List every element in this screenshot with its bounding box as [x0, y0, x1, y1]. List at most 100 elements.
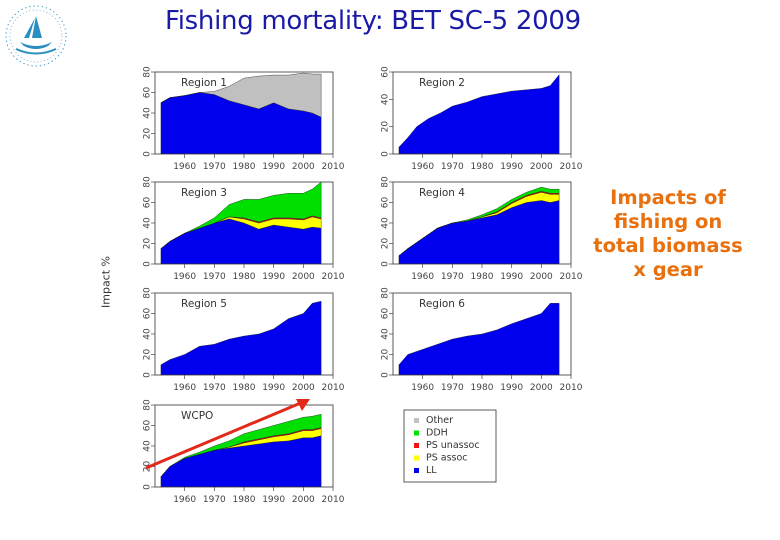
y-tick-label: 80: [143, 66, 153, 78]
area-series-ll: [160, 300, 322, 375]
legend-swatch: [414, 430, 419, 436]
x-tick-label: 1980: [471, 383, 494, 393]
x-tick-label: 2000: [292, 495, 315, 505]
x-tick-label: 1980: [233, 162, 256, 172]
y-tick-label: 20: [143, 349, 153, 361]
panel-title: Region 4: [419, 187, 465, 199]
x-tick-label: 1960: [411, 383, 434, 393]
y-tick-label: 40: [143, 328, 153, 340]
annotation-text: Impacts of fishing on total biomass x ge…: [583, 186, 753, 282]
y-tick-label: 20: [381, 349, 391, 361]
arrow-shaft: [145, 400, 304, 470]
y-tick-label: 0: [143, 484, 153, 490]
x-tick-label: 1990: [262, 162, 285, 172]
legend-entry: Other: [426, 415, 453, 426]
chart-panel: WCPO196019701980199020002010020406080: [143, 399, 345, 505]
y-tick-label: 60: [143, 87, 153, 99]
area-series-ddh: [160, 413, 322, 477]
y-tick-label: 60: [381, 66, 391, 78]
annotation-line: total biomass: [593, 234, 743, 257]
y-tick-label: 80: [381, 287, 391, 299]
x-tick-label: 1990: [500, 162, 523, 172]
spc-logo-icon: [2, 2, 70, 70]
y-tick-label: 0: [143, 261, 153, 267]
legend-entry: DDH: [426, 428, 448, 439]
panel-title: Region 5: [181, 298, 227, 310]
y-tick-label: 40: [143, 440, 153, 452]
legend-swatch: [414, 443, 419, 448]
chart-panel: Region 2 1960 1970 1980 1990 2000 2010 0 20 40 60: [381, 66, 583, 172]
x-tick-label: 2010: [322, 272, 345, 282]
panel-title: Region 6: [419, 298, 465, 310]
x-tick-label: 1990: [262, 383, 285, 393]
y-tick-label: 40: [381, 328, 391, 340]
x-tick-label: 1960: [173, 495, 196, 505]
y-tick-label: 40: [381, 217, 391, 229]
panel-title: Region 1: [181, 77, 227, 89]
x-tick-label: 1990: [500, 383, 523, 393]
x-tick-label: 1960: [411, 272, 434, 282]
x-tick-label: 2000: [292, 383, 315, 393]
y-tick-label: 60: [381, 197, 391, 209]
x-tick-label: 1970: [203, 162, 226, 172]
y-tick-label: 20: [143, 128, 153, 140]
y-tick-label: 20: [381, 238, 391, 250]
chart-panel: Region 3 1960 1970 1980 1990 2000 2010 0 20 40 60 8…: [143, 176, 345, 282]
x-tick-label: 1970: [441, 383, 464, 393]
x-tick-label: 1960: [173, 383, 196, 393]
x-tick-label: 1970: [441, 162, 464, 172]
legend-box: [403, 409, 497, 483]
x-tick-label: 2010: [560, 272, 583, 282]
legend-entry: PS assoc: [426, 453, 468, 464]
chart-panel: Region 5 1960 1970 1980 1990 2000 2010 0 20 40 60 8…: [143, 287, 345, 393]
y-tick-label: 40: [381, 93, 391, 105]
area-series-ddh: [398, 186, 560, 256]
x-tick-label: 2000: [530, 272, 553, 282]
annotation-line: Impacts of: [610, 186, 726, 209]
y-tick-label: 60: [143, 197, 153, 209]
x-tick-label: 1970: [441, 272, 464, 282]
arrow-head: [296, 399, 310, 411]
y-tick-label: 80: [143, 176, 153, 188]
x-tick-label: 1990: [262, 495, 285, 505]
y-tick-label: 0: [143, 151, 153, 157]
x-tick-label: 2010: [322, 495, 345, 505]
y-tick-label: 60: [143, 308, 153, 320]
x-tick-label: 1990: [262, 272, 285, 282]
area-series-other: [160, 72, 322, 118]
x-tick-label: 2000: [292, 162, 315, 172]
x-tick-label: 2000: [292, 272, 315, 282]
annotation-line: x gear: [633, 258, 703, 281]
x-tick-label: 2000: [530, 162, 553, 172]
x-tick-label: 1980: [233, 272, 256, 282]
legend-entry: PS unassoc: [426, 440, 480, 451]
legend-swatch: [414, 468, 419, 473]
area-series-ll: [398, 303, 560, 375]
panel-title: Region 3: [181, 187, 227, 199]
x-tick-label: 1990: [500, 272, 523, 282]
panel-title: Region 2: [419, 77, 465, 89]
y-tick-label: 60: [381, 308, 391, 320]
y-tick-label: 80: [381, 176, 391, 188]
x-tick-label: 1960: [173, 272, 196, 282]
x-tick-label: 2010: [322, 383, 345, 393]
chart-panel: Region 1 1960 1970 1980 1990 2000 2010 0 20 40 60 8…: [143, 66, 345, 172]
x-tick-label: 1970: [203, 495, 226, 505]
y-tick-label: 20: [143, 238, 153, 250]
x-tick-label: 1980: [233, 495, 256, 505]
y-tick-label: 0: [381, 151, 391, 157]
y-tick-label: 60: [143, 420, 153, 432]
x-tick-label: 1960: [173, 162, 196, 172]
y-tick-label: 0: [381, 261, 391, 267]
chart-panel: Region 6 1960 1970 1980 1990 2000 2010 0 20 40 60 8…: [381, 287, 583, 393]
x-tick-label: 2010: [560, 383, 583, 393]
x-tick-label: 1970: [203, 383, 226, 393]
y-tick-label: 0: [381, 372, 391, 378]
x-tick-label: 1960: [411, 162, 434, 172]
x-tick-label: 1980: [471, 272, 494, 282]
area-series-ddh: [160, 182, 322, 249]
y-tick-label: 20: [381, 121, 391, 133]
legend-swatch: [414, 418, 419, 423]
x-tick-label: 2000: [530, 383, 553, 393]
